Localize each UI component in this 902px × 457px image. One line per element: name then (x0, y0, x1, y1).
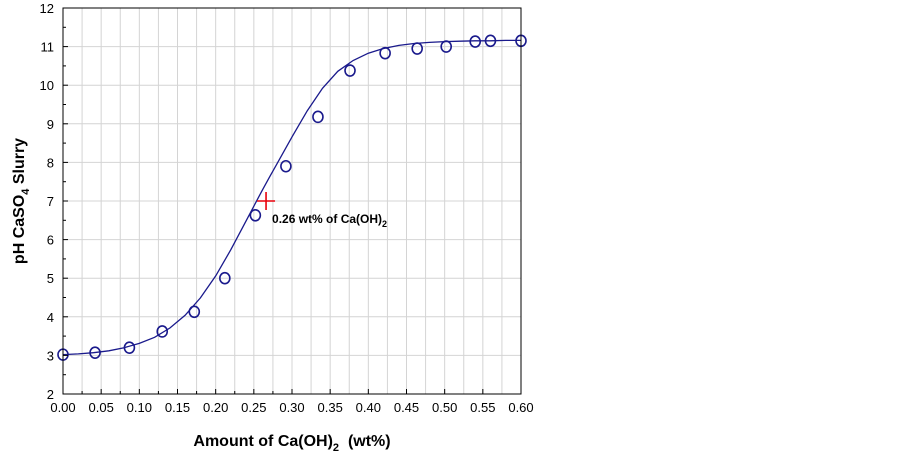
x-tick-label: 0.55 (470, 400, 495, 415)
x-tick-label: 0.60 (508, 400, 533, 415)
data-point (344, 64, 356, 77)
y-tick-label: 5 (47, 271, 54, 286)
data-point (469, 35, 482, 48)
data-point (123, 341, 136, 354)
x-tick-label: 0.45 (394, 400, 419, 415)
y-tick-label: 8 (47, 155, 54, 170)
y-tick-label: 4 (47, 310, 54, 325)
y-tick-label: 6 (47, 233, 54, 248)
y-tick-label: 12 (40, 1, 54, 16)
x-tick-label: 0.25 (241, 400, 266, 415)
y-tick-label: 10 (40, 78, 54, 93)
grid (63, 8, 521, 394)
x-tick-label: 0.35 (318, 400, 343, 415)
y-axis-title: pH CaSO4 Slurry (11, 138, 32, 264)
data-point (379, 46, 391, 60)
data-point (89, 346, 101, 359)
annotation-group (257, 192, 276, 210)
x-tick-label: 0.15 (165, 400, 190, 415)
data-point (156, 325, 169, 338)
x-tick-label: 0.50 (432, 400, 457, 415)
y-tick-label: 2 (47, 387, 54, 402)
x-tick-label: 0.05 (89, 400, 114, 415)
x-tick-label: 0.20 (203, 400, 228, 415)
data-point (249, 208, 262, 222)
axis-ticks (62, 7, 522, 395)
data-point (484, 34, 497, 48)
fit-curve (62, 39, 521, 356)
y-tick-label: 9 (47, 117, 54, 132)
annotation-label: 0.26 wt% of Ca(OH)2 (272, 212, 387, 229)
x-axis-title: Amount of Ca(OH)2 (wt%) (193, 433, 390, 454)
data-points (57, 34, 527, 361)
data-point (280, 159, 292, 173)
y-tick-label: 11 (41, 40, 55, 55)
x-tick-label: 0.10 (127, 400, 152, 415)
data-point (411, 42, 423, 55)
data-point (440, 40, 452, 53)
x-tick-label: 0.00 (50, 400, 75, 415)
data-point (188, 305, 201, 319)
data-point (219, 271, 231, 285)
x-tick-label: 0.30 (279, 400, 304, 415)
y-tick-label: 7 (47, 194, 54, 209)
x-tick-label: 0.40 (356, 400, 381, 415)
data-point (312, 110, 324, 124)
tick-labels: 0.00 0.05 0.10 0.15 0.20 0.25 0.30 0.35 0.40 0.45… (40, 1, 534, 415)
y-tick-label: 3 (47, 348, 54, 363)
fit-curve-group (62, 39, 521, 356)
